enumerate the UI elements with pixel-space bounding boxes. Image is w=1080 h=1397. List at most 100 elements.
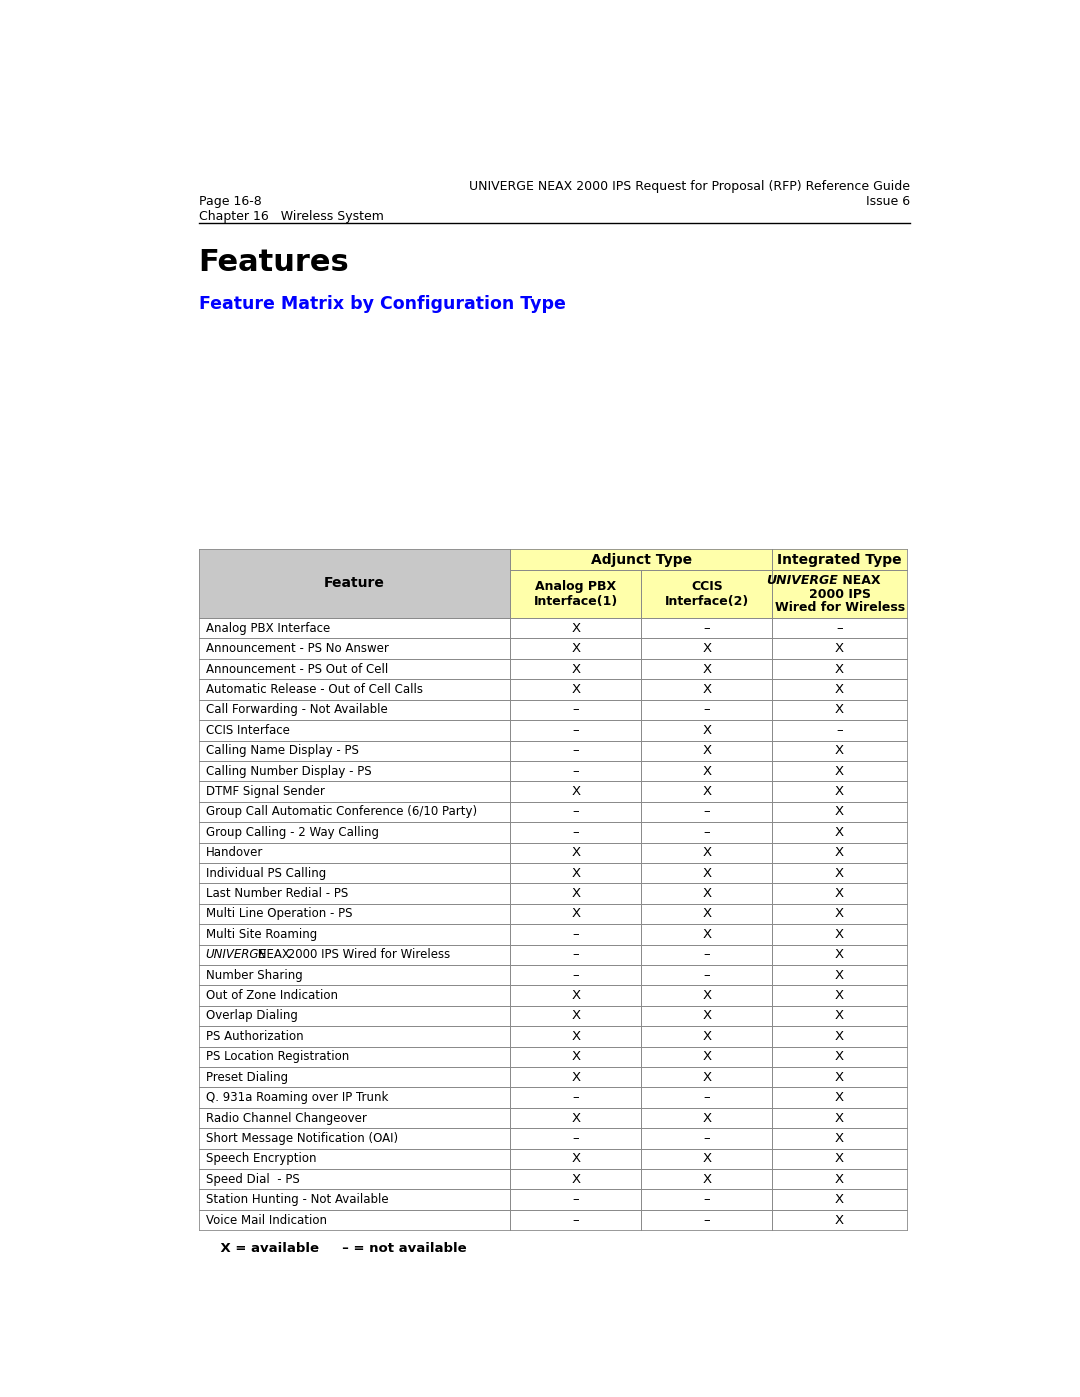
Bar [510, 1067, 642, 1087]
Bar [510, 985, 642, 1006]
Text: UNIVERGE NEAX 2000 IPS Request for Proposal (RFP) Reference Guide
Issue 6: UNIVERGE NEAX 2000 IPS Request for Propo… [469, 180, 910, 208]
Text: X: X [835, 1172, 845, 1186]
Bar [510, 740, 642, 761]
Bar [510, 1087, 642, 1108]
Bar [642, 985, 772, 1006]
Text: X: X [571, 683, 580, 696]
Text: X: X [702, 1172, 712, 1186]
Text: –: – [703, 949, 711, 961]
Bar [772, 965, 907, 985]
Text: –: – [703, 1091, 711, 1104]
Bar [642, 1027, 772, 1046]
Bar [510, 1189, 642, 1210]
Text: –: – [703, 1193, 711, 1206]
Bar [772, 659, 907, 679]
Text: –: – [572, 968, 579, 982]
Text: X: X [835, 908, 845, 921]
Bar [510, 1108, 642, 1129]
Text: X: X [571, 887, 580, 900]
Text: X: X [835, 968, 845, 982]
Bar [199, 823, 510, 842]
Bar [510, 700, 642, 719]
Text: X: X [835, 704, 845, 717]
Text: Preset Dialing: Preset Dialing [205, 1070, 287, 1084]
Text: X: X [702, 847, 712, 859]
Text: Features: Features [199, 249, 349, 278]
Bar [510, 1027, 642, 1046]
Text: X: X [702, 887, 712, 900]
Bar [642, 802, 772, 823]
Bar [642, 1006, 772, 1027]
Text: PS Location Registration: PS Location Registration [205, 1051, 349, 1063]
Bar [642, 1210, 772, 1231]
Bar [510, 761, 642, 781]
Text: Calling Number Display - PS: Calling Number Display - PS [205, 764, 372, 778]
Text: CCIS Interface: CCIS Interface [205, 724, 289, 736]
Text: X: X [702, 866, 712, 880]
Text: Announcement - PS Out of Cell: Announcement - PS Out of Cell [205, 662, 388, 676]
Bar [772, 1087, 907, 1108]
Text: Speech Encryption: Speech Encryption [205, 1153, 316, 1165]
Bar [199, 802, 510, 823]
Bar [642, 781, 772, 802]
Text: X: X [571, 785, 580, 798]
Bar [510, 781, 642, 802]
Text: X: X [835, 662, 845, 676]
Text: NEAX: NEAX [255, 949, 291, 961]
Text: Analog PBX
Interface(1): Analog PBX Interface(1) [534, 580, 618, 608]
Text: X: X [835, 1153, 845, 1165]
Bar [642, 570, 772, 617]
Bar [510, 925, 642, 944]
Bar [199, 740, 510, 761]
Text: X: X [835, 866, 845, 880]
Bar [772, 781, 907, 802]
Text: X: X [571, 1172, 580, 1186]
Text: X: X [571, 622, 580, 634]
Text: –: – [572, 745, 579, 757]
Text: X: X [702, 745, 712, 757]
Bar [199, 1210, 510, 1231]
Text: X: X [702, 908, 712, 921]
Text: X: X [835, 928, 845, 940]
Bar [199, 1027, 510, 1046]
Bar [642, 1108, 772, 1129]
Text: NEAX: NEAX [838, 574, 880, 587]
Bar [199, 863, 510, 883]
Bar [510, 1148, 642, 1169]
Bar [772, 904, 907, 925]
Text: X: X [702, 1112, 712, 1125]
Text: PS Authorization: PS Authorization [205, 1030, 303, 1044]
Text: X: X [702, 662, 712, 676]
Bar [510, 1129, 642, 1148]
Bar [642, 1189, 772, 1210]
Bar [199, 944, 510, 965]
Bar [642, 944, 772, 965]
Bar [642, 1087, 772, 1108]
Bar [199, 1169, 510, 1189]
Bar [199, 1087, 510, 1108]
Text: Overlap Dialing: Overlap Dialing [205, 1010, 297, 1023]
Bar [642, 700, 772, 719]
Bar [199, 1189, 510, 1210]
Bar [510, 719, 642, 740]
Bar [199, 1067, 510, 1087]
Text: X: X [835, 1070, 845, 1084]
Bar [772, 1067, 907, 1087]
Text: Page 16-8: Page 16-8 [199, 194, 261, 208]
Bar [642, 1129, 772, 1148]
Text: X: X [835, 806, 845, 819]
Bar [642, 659, 772, 679]
Text: –: – [572, 949, 579, 961]
Bar [772, 1189, 907, 1210]
Bar [772, 883, 907, 904]
Bar [510, 1046, 642, 1067]
Bar [642, 1067, 772, 1087]
Bar [199, 781, 510, 802]
Text: X = available     – = not available: X = available – = not available [202, 1242, 467, 1255]
Bar [772, 761, 907, 781]
Text: X: X [571, 847, 580, 859]
Bar [772, 863, 907, 883]
Text: 2000 IPS: 2000 IPS [809, 588, 870, 601]
Bar [642, 842, 772, 863]
Bar [772, 1046, 907, 1067]
